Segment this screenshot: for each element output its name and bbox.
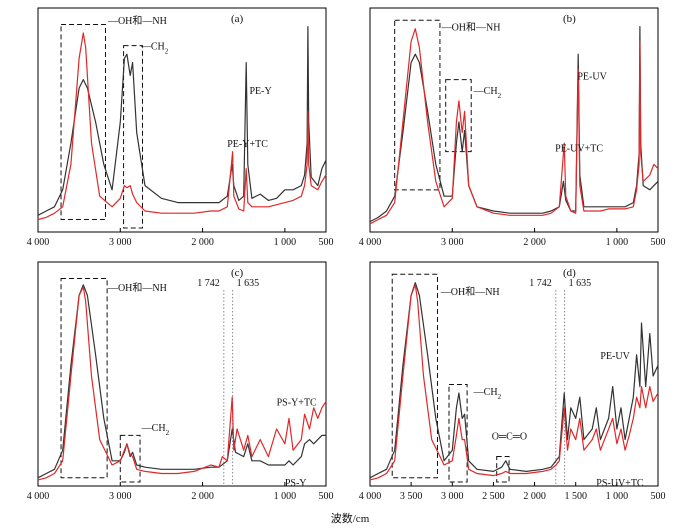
panel-label: (d) (563, 267, 576, 279)
annotation-label: PE-UV+TC (555, 143, 603, 154)
plot-frame (369, 261, 659, 487)
annotation-label: PS-Y (285, 478, 307, 489)
annotation-label: PS-UV+TC (596, 478, 644, 489)
plot-frame (369, 7, 659, 233)
annotation-label: —CH2 (140, 42, 169, 56)
x-tick-label: 4 000 (359, 491, 382, 502)
annotation-label: PE-UV (600, 351, 630, 362)
band-box (60, 277, 108, 479)
x-tick-label: 1 000 (274, 237, 297, 248)
annotation-label: —OH和—NH (440, 286, 500, 298)
band-box (496, 456, 510, 483)
annotation-label: —CH2 (473, 86, 502, 100)
annotation-label: O═C═O (492, 431, 527, 442)
band-box (445, 79, 472, 153)
series-line-dark (369, 282, 659, 479)
x-tick-label: 2 000 (191, 237, 214, 248)
x-tick-label: 3 000 (109, 237, 132, 248)
reference-line-label: 1 635 (569, 278, 592, 289)
panel-a: 4 000 3 000 2 000 1 000 500 (a) —OH和—NH —CH2 PE-… (27, 7, 334, 248)
plot-frame (37, 261, 327, 487)
panel-label: (b) (563, 13, 576, 25)
x-tick-label: 500 (651, 237, 666, 248)
annotation-label: —OH和—NH (107, 282, 167, 294)
panel-b: 4 000 3 000 2 000 1 000 500 (b) —OH和—NH —CH2 PE-… (359, 7, 666, 248)
x-tick-label: 500 (651, 491, 666, 502)
x-tick-label: 3 000 (109, 491, 132, 502)
annotation-label: PE-UV (577, 71, 607, 82)
series-line-dark (369, 26, 659, 223)
reference-line-label: 1 635 (237, 278, 260, 289)
series-line-red (369, 284, 659, 481)
x-tick-label: 2 000 (523, 237, 546, 248)
annotation-label: PE-Y (249, 86, 271, 97)
x-tick-label: 1 500 (564, 491, 587, 502)
panel-label: (a) (231, 13, 244, 25)
reference-line-label: 1 742 (197, 278, 220, 289)
annotation-label: —CH2 (473, 387, 502, 401)
series-line-red (37, 286, 327, 481)
x-tick-label: 3 000 (441, 237, 464, 248)
x-tick-label: 3 000 (441, 491, 464, 502)
annotation-label: —OH和—NH (107, 15, 167, 27)
annotation-label: —CH2 (141, 423, 170, 437)
x-tick-label: 500 (319, 491, 334, 502)
x-tick-label: 1 000 (606, 237, 629, 248)
annotation-label: PE-Y+TC (227, 139, 268, 150)
x-tick-label: 2 500 (482, 491, 505, 502)
band-box (448, 383, 468, 483)
x-tick-label: 4 000 (27, 237, 50, 248)
annotation-label: —OH和—NH (441, 22, 501, 34)
series-line-dark (37, 284, 326, 479)
panel-c: 4 000 3 000 2 000 1 000 500 (c) 1 742 1 635 —OH和… (27, 261, 334, 502)
x-tick-label: 2 000 (523, 491, 546, 502)
x-axis-title: 波数/cm (331, 512, 370, 525)
x-tick-label: 4 000 (359, 237, 382, 248)
plot-frame (37, 7, 327, 233)
x-tick-label: 4 000 (27, 491, 50, 502)
series-line-red (369, 28, 659, 225)
panel-d: 4 000 3 500 3 000 2 500 2 000 1 500 1 000 500 (d… (359, 261, 666, 502)
band-box (123, 45, 144, 229)
x-tick-label: 1 000 (274, 491, 297, 502)
annotation-label: PS-Y+TC (277, 397, 317, 408)
band-box (391, 273, 438, 479)
reference-line-label: 1 742 (529, 278, 552, 289)
x-tick-label: 3 500 (400, 491, 423, 502)
x-tick-label: 2 000 (191, 491, 214, 502)
series-line-dark (37, 26, 327, 216)
band-box (119, 434, 141, 483)
panel-label: (c) (231, 267, 244, 279)
x-tick-label: 500 (319, 237, 334, 248)
band-box (394, 19, 441, 191)
series-line-red (37, 32, 327, 221)
x-tick-label: 1 000 (606, 491, 629, 502)
